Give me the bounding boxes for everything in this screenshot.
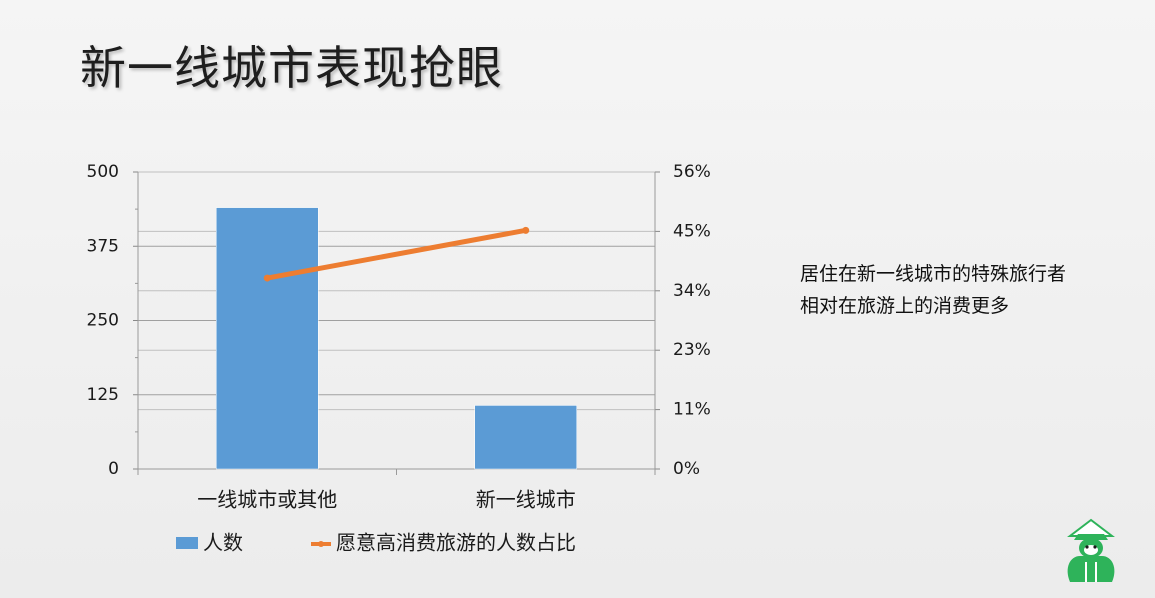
page-title: 新一线城市表现抢眼 — [80, 41, 503, 95]
y-right-tick-label: 11% — [673, 400, 711, 420]
bar-2 — [474, 405, 577, 470]
legend-label-bars: 人数 — [203, 531, 243, 555]
y-left-tick-label: 375 — [87, 236, 119, 256]
y-right-tick-label: 23% — [673, 340, 711, 360]
gorilla-logo-icon — [1067, 518, 1115, 582]
y-left-tick-label: 500 — [87, 162, 119, 182]
line-point-2 — [522, 226, 530, 234]
side-note: 居住在新一线城市的特殊旅行者 相对在旅游上的消费更多 — [800, 258, 1130, 322]
line-series — [264, 227, 529, 281]
side-note-line-1: 居住在新一线城市的特殊旅行者 — [800, 263, 1067, 285]
y-right-tick-label: 45% — [673, 221, 711, 241]
y-left-tick-label: 0 — [108, 459, 119, 479]
line-point-1 — [263, 274, 271, 282]
y-right-tick-label: 34% — [673, 281, 711, 301]
legend-swatch-bars — [176, 537, 198, 549]
x-tick-label: 一线城市或其他 — [197, 488, 337, 512]
y-right-tick-label: 56% — [673, 162, 711, 182]
bar-1 — [216, 207, 319, 470]
x-tick-label: 新一线城市 — [476, 488, 576, 512]
side-note-line-2: 相对在旅游上的消费更多 — [800, 295, 1010, 317]
y-left-tick-label: 125 — [87, 385, 119, 405]
y-right-tick-label: 0% — [673, 459, 700, 479]
legend-swatch-line-marker — [318, 541, 324, 547]
legend-label-line: 愿意高消费旅游的人数占比 — [336, 531, 576, 555]
y-left-tick-label: 250 — [87, 311, 119, 331]
